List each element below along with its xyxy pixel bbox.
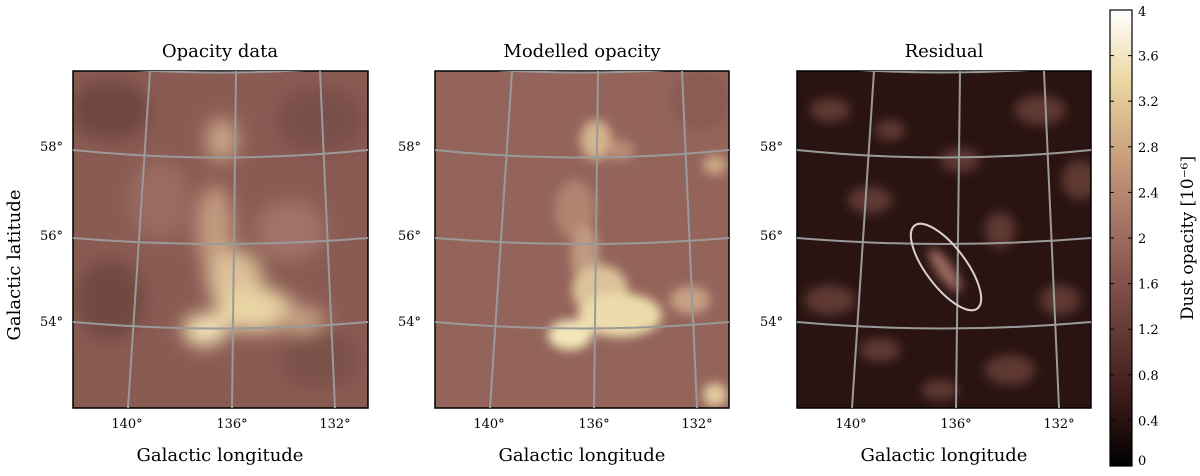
colorbar-tick-label: 1.2 [1138, 323, 1159, 338]
x-tick-label: 136° [578, 417, 609, 432]
y-tick-label: 54° [760, 315, 783, 330]
y-tick-label: 58° [398, 140, 421, 155]
x-tick-label: 140° [473, 417, 504, 432]
x-tick-label: 132° [1043, 417, 1074, 432]
x-tick-label: 140° [111, 417, 142, 432]
modelled-opacity-image [435, 71, 729, 408]
y-tick-label: 58° [40, 140, 63, 155]
colorbar-tick-label: 3.2 [1138, 95, 1159, 110]
colorbar-tick-label: 0.8 [1138, 369, 1159, 384]
panel-opacity-data: Opacity data 58° 56° 54° 140° 136° 132° … [4, 41, 369, 466]
panel-frame [796, 70, 1092, 409]
y-tick-label: 56° [398, 229, 421, 244]
y-tick-label: 56° [40, 229, 63, 244]
panel-title: Residual [905, 41, 984, 62]
colorbar-tick-label: 2 [1138, 232, 1146, 247]
coordinate-grid [435, 71, 729, 408]
x-tick-label: 132° [681, 417, 712, 432]
coordinate-grid [73, 71, 368, 408]
colorbar-tick-label: 2.8 [1138, 141, 1159, 156]
panel-title: Modelled opacity [503, 41, 661, 62]
colorbar-ticks: 4 3.6 3.2 2.8 2.4 2 1.6 1.2 0.8 0.4 0 [1110, 5, 1159, 469]
y-tick-label: 58° [760, 140, 783, 155]
x-tick-label: 132° [319, 417, 350, 432]
x-tick-label: 136° [940, 417, 971, 432]
colorbar-label: Dust opacity [10⁻⁶] [1178, 156, 1198, 320]
y-axis-label: Galactic latitude [4, 190, 25, 341]
x-tick-label: 136° [216, 417, 247, 432]
panel-frame [434, 70, 730, 409]
panel-modelled-opacity: Modelled opacity 58° 56° 54° 140° 136° 1… [398, 41, 730, 466]
panel-residual: Residual 58° 56° 54° 140° 136° 132° Gala… [760, 41, 1092, 466]
coordinate-grid [797, 71, 1091, 408]
panel-title: Opacity data [162, 41, 278, 62]
colorbar-tick-label: 2.4 [1138, 186, 1159, 201]
region-ellipse [909, 222, 983, 312]
y-tick-label: 54° [398, 315, 421, 330]
colorbar-tick-label: 4 [1138, 5, 1146, 20]
residual-image [797, 71, 1091, 408]
x-tick-label: 140° [835, 417, 866, 432]
y-tick-label: 56° [760, 229, 783, 244]
x-axis-label: Galactic longitude [137, 445, 304, 466]
x-axis-label: Galactic longitude [499, 445, 666, 466]
colorbar: 4 3.6 3.2 2.8 2.4 2 1.6 1.2 0.8 0.4 0 Dust opacity… [1109, 5, 1198, 469]
x-axis-label: Galactic longitude [861, 445, 1028, 466]
colorbar-tick-label: 0 [1138, 454, 1146, 469]
y-tick-label: 54° [40, 315, 63, 330]
colorbar-tick-label: 3.6 [1138, 50, 1159, 65]
colorbar-tick-label: 0.4 [1138, 414, 1159, 429]
opacity-data-image [73, 71, 368, 408]
panel-frame [72, 70, 369, 409]
colorbar-tick-label: 1.6 [1138, 278, 1159, 293]
